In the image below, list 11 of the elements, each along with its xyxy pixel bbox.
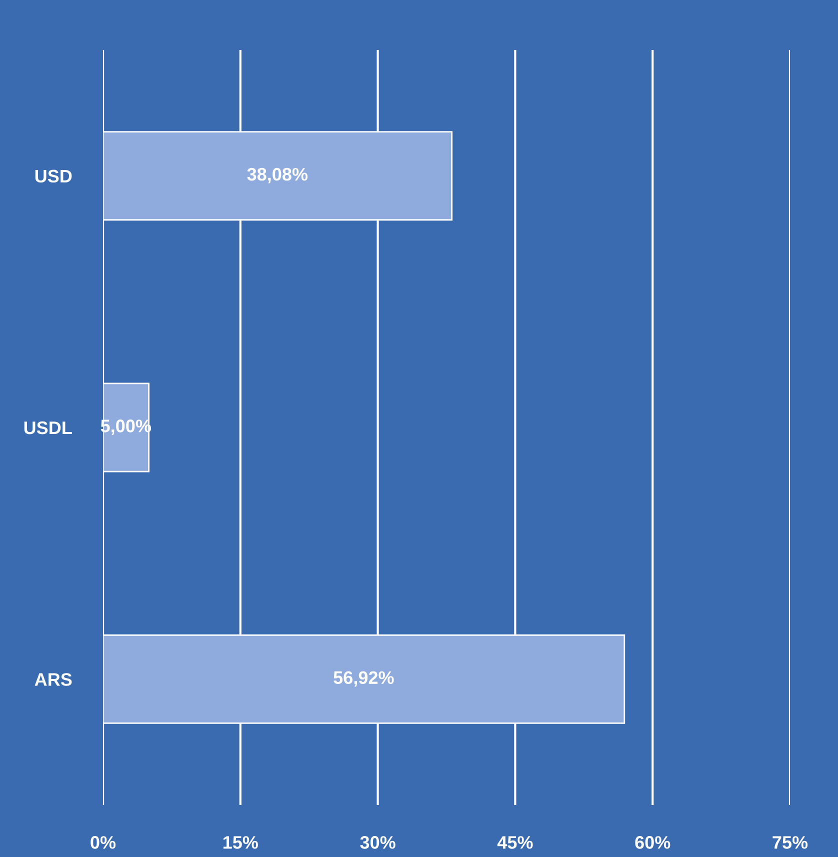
data-label: 38,08% — [247, 168, 308, 184]
data-label: 56,92% — [334, 671, 394, 687]
x-tick-label: 45% — [497, 836, 533, 849]
y-tick-label: ARS — [34, 673, 72, 686]
x-tick-label: 0% — [90, 836, 116, 849]
y-tick-label: USD — [35, 170, 72, 183]
x-tick-label: 60% — [635, 836, 670, 849]
x-tick-label: 15% — [223, 836, 258, 849]
x-tick-label: 75% — [772, 836, 808, 849]
y-tick-label: USDL — [24, 421, 72, 434]
x-tick-label: 30% — [360, 836, 396, 849]
